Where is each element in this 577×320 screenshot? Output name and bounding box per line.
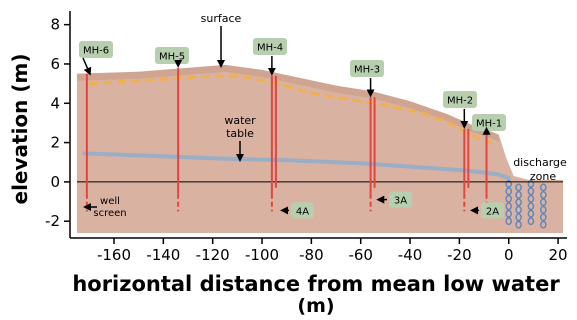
water-table-label-line2: table <box>226 127 254 140</box>
discharge-zone-label-line1: discharge <box>513 156 567 169</box>
well-mh-2: MH-2 <box>443 91 477 212</box>
soil-body <box>77 64 563 234</box>
discharge-bubble <box>515 183 522 192</box>
well-label: MH-1 <box>476 119 502 130</box>
well-label-box <box>79 41 113 58</box>
x-axis-title-line2: (m) <box>297 295 334 317</box>
discharge-bubble <box>505 179 513 188</box>
well-mh-3: MH-3 <box>350 60 384 212</box>
x-tick-label: -160 <box>97 246 131 264</box>
x-tick-label: 0 <box>504 246 514 264</box>
discharge-bubble <box>527 202 535 211</box>
discharge-bubble <box>505 209 513 218</box>
well-label: MH-3 <box>354 65 380 76</box>
well-label-box <box>350 60 384 77</box>
discharge-bubble <box>515 205 522 214</box>
discharge-bubble <box>540 220 547 229</box>
x-tick-label: 20 <box>549 246 568 264</box>
x-tick-label: -80 <box>299 246 324 264</box>
well-tag-2a: 2A <box>470 202 504 219</box>
discharge-bubble <box>515 213 522 222</box>
discharge-bubble <box>505 187 513 196</box>
well-screen-label-line2: screen <box>93 208 126 219</box>
y-tick-label: -2 <box>45 212 60 230</box>
well-mh-4: MH-4 <box>253 38 287 212</box>
well-tag-box <box>291 202 314 219</box>
well-label: MH-2 <box>447 96 473 107</box>
well-label: MH-5 <box>159 52 185 63</box>
discharge-bubbles <box>505 179 547 229</box>
well-label-arrow <box>82 57 92 76</box>
water-table-label-line1: water <box>224 114 256 127</box>
well-tag-box <box>481 202 504 219</box>
discharge-bubble <box>540 183 547 192</box>
well-label-box <box>443 91 477 108</box>
well-mh-5: MH-5 <box>155 47 189 212</box>
well-tag-box <box>389 191 412 208</box>
annotations: surface water table well screen discharg… <box>83 12 567 219</box>
discharge-bubble <box>527 217 535 226</box>
discharge-bubble <box>540 213 547 222</box>
water-table-line <box>82 151 511 180</box>
surface-band <box>77 64 499 142</box>
discharge-bubble <box>527 194 535 203</box>
discharge-bubble <box>540 205 547 214</box>
well-tag-label: 4A <box>296 206 309 217</box>
well-mh-1: MH-1 <box>472 114 506 204</box>
discharge-bubble <box>540 198 547 207</box>
y-tick-label: 6 <box>50 55 60 73</box>
discharge-bubble <box>515 198 522 207</box>
discharge-bubble <box>527 209 535 218</box>
well-tag-4a: 4A <box>280 202 314 219</box>
well-label: MH-4 <box>257 43 283 54</box>
x-tick-label: -20 <box>447 246 472 264</box>
x-tick-label: -140 <box>146 246 180 264</box>
y-ticks: 8 6 4 2 0 -2 <box>45 16 70 230</box>
well-screen-label-line1: well <box>100 196 120 207</box>
y-tick-label: 4 <box>50 94 60 112</box>
x-axis-title-line1: horizontal distance from mean low water <box>72 272 560 296</box>
well-label-box <box>155 47 189 64</box>
well-label-box <box>253 38 287 55</box>
x-ticks: -160 -140 -120 -100 -80 -60 -40 -20 0 20 <box>97 238 568 264</box>
x-tick-label: -40 <box>398 246 423 264</box>
discharge-bubble <box>505 202 513 211</box>
discharge-bubble <box>515 190 522 199</box>
wells: MH-6 MH-5 MH-4 MH-3 MH-2 MH-1 4A 3A 2A <box>79 38 506 219</box>
discharge-bubble <box>505 217 513 226</box>
x-tick-label: -100 <box>245 246 279 264</box>
discharge-bubble <box>505 194 513 203</box>
x-tick-label: -120 <box>196 246 230 264</box>
well-label: MH-6 <box>83 46 109 57</box>
discharge-bubble <box>540 190 547 199</box>
well-label-box <box>472 114 506 131</box>
well-tag-label: 3A <box>394 196 407 207</box>
y-tick-label: 2 <box>50 134 60 152</box>
well-mh-6: MH-6 <box>79 41 113 212</box>
y-tick-label: 0 <box>50 173 60 191</box>
discharge-zone-label-line2: zone <box>530 170 556 183</box>
x-tick-label: -60 <box>348 246 373 264</box>
discharge-bubble <box>515 220 522 229</box>
well-tag-3a: 3A <box>376 191 412 208</box>
surface-label: surface <box>201 12 242 25</box>
discharge-bubble <box>527 179 535 188</box>
discharge-bubble <box>527 187 535 196</box>
well-tag-label: 2A <box>486 206 499 217</box>
y-tick-label: 8 <box>50 16 60 34</box>
y-axis-title: elevation (m) <box>8 54 32 205</box>
